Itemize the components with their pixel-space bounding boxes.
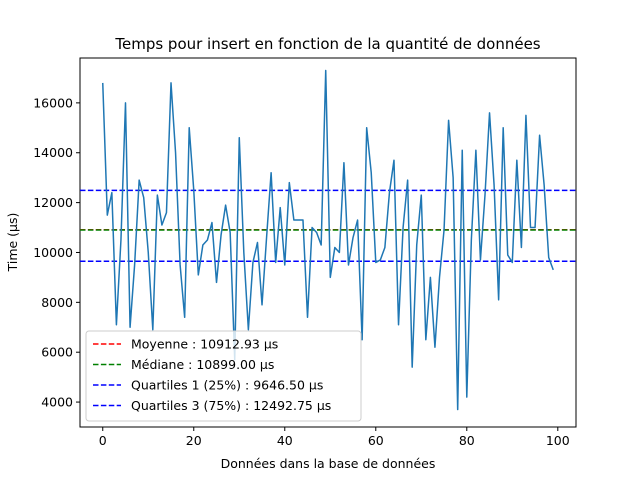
x-tick-label: 100 (546, 433, 570, 448)
x-tick-label: 40 (277, 433, 293, 448)
legend-label-3: Quartiles 3 (75%) : 12492.75 µs (131, 398, 331, 413)
x-tick-label: 60 (368, 433, 384, 448)
y-tick-label: 12000 (33, 195, 73, 210)
x-axis-label: Données dans la base de données (221, 456, 436, 471)
chart-title: Temps pour insert en fonction de la quan… (114, 35, 540, 53)
y-tick-label: 8000 (41, 295, 73, 310)
x-tick-label: 0 (99, 433, 107, 448)
legend: Moyenne : 10912.93 µs Médiane : 10899.00 … (85, 330, 362, 422)
series-line-0 (102, 69, 554, 411)
y-axis-ticks: 4000 6000 8000 10000 12000 14000 16000 (33, 95, 80, 410)
legend-label-0: Moyenne : 10912.93 µs (131, 337, 278, 352)
legend-label-2: Quartiles 1 (25%) : 9646.50 µs (131, 378, 323, 393)
y-tick-label: 6000 (41, 345, 73, 360)
y-tick-label: 4000 (41, 395, 73, 410)
axes-frame (79, 57, 577, 428)
y-tick-label: 14000 (33, 145, 73, 160)
y-axis-label: Time (µs) (5, 213, 20, 273)
y-tick-label: 10000 (33, 245, 73, 260)
legend-label-1: Médiane : 10899.00 µs (131, 357, 274, 372)
x-tick-label: 80 (459, 433, 475, 448)
x-tick-label: 20 (186, 433, 202, 448)
legend-box (85, 330, 362, 422)
series-layer (102, 69, 554, 411)
y-tick-label: 16000 (33, 95, 73, 110)
plot-area (79, 57, 577, 428)
x-axis-ticks: 0 20 40 60 80 100 (99, 427, 570, 448)
